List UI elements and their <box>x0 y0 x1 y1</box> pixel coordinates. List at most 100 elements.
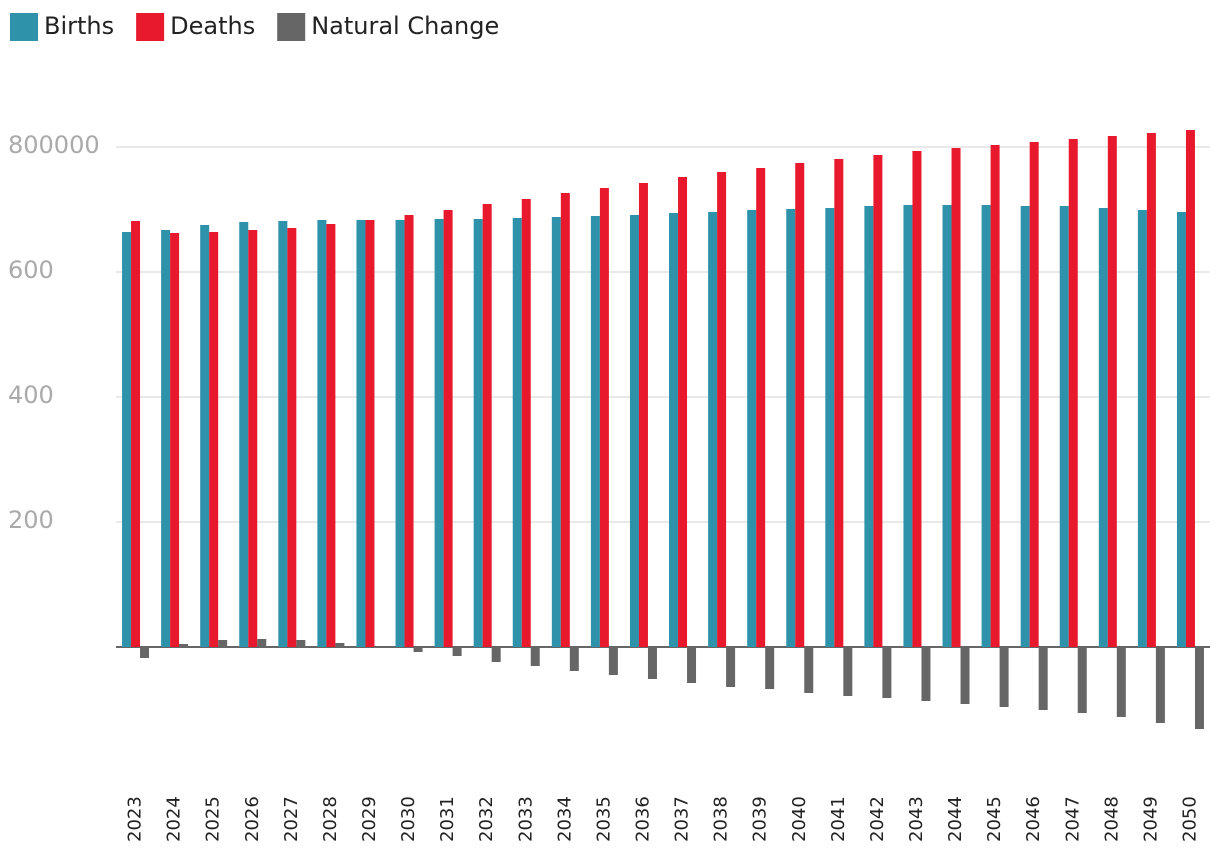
bar <box>365 220 375 647</box>
bar <box>278 221 288 647</box>
bar <box>257 639 267 647</box>
x-tick-label: 2039 <box>750 796 771 842</box>
legend-swatch <box>136 13 165 41</box>
y-tick-label: 600 <box>8 256 54 284</box>
x-tick-label: 2038 <box>711 796 732 842</box>
legend-swatch <box>277 13 306 41</box>
x-tick-label: 2026 <box>242 796 263 842</box>
bar <box>678 177 688 647</box>
bar <box>170 233 180 647</box>
x-tick-label: 2044 <box>945 796 966 842</box>
x-tick-label: 2050 <box>1179 796 1200 842</box>
bar <box>873 155 883 647</box>
bar <box>413 647 423 652</box>
bar <box>434 219 444 647</box>
bar <box>942 205 952 647</box>
y-tick-label: 200 <box>8 506 54 534</box>
legend-label: Deaths <box>170 12 255 40</box>
x-tick-label: 2032 <box>476 796 497 842</box>
x-tick-label: 2042 <box>867 796 888 842</box>
bar <box>1038 647 1048 710</box>
bar <box>747 210 757 647</box>
bar <box>647 647 657 679</box>
bar <box>317 220 327 647</box>
bar <box>608 647 618 675</box>
bar <box>473 219 483 647</box>
bar <box>1137 210 1147 647</box>
bar <box>599 188 609 647</box>
bar <box>218 640 228 647</box>
bar <box>1068 139 1078 647</box>
bar <box>179 644 189 647</box>
bar <box>804 647 814 693</box>
x-tick-label: 2048 <box>1101 796 1122 842</box>
bar <box>296 640 306 647</box>
x-tick-label: 2041 <box>828 796 849 842</box>
bar <box>1116 647 1126 717</box>
x-tick-label: 2031 <box>437 796 458 842</box>
x-tick-label: 2047 <box>1062 796 1083 842</box>
bar <box>512 218 522 647</box>
bar <box>200 225 210 647</box>
x-tick-label: 2034 <box>554 796 575 842</box>
bar <box>825 208 835 647</box>
bar <box>765 647 775 689</box>
x-tick-label: 2033 <box>515 796 536 842</box>
bar <box>560 193 570 647</box>
bar <box>404 215 414 647</box>
bar <box>990 145 1000 647</box>
bar <box>521 199 531 647</box>
bar <box>756 168 766 647</box>
x-tick-label: 2027 <box>281 796 302 842</box>
bar <box>903 205 913 647</box>
bar <box>551 217 561 647</box>
bar <box>1098 208 1108 647</box>
bar <box>834 159 844 647</box>
bar <box>1155 647 1165 723</box>
bar <box>326 224 336 647</box>
x-tick-label: 2046 <box>1023 796 1044 842</box>
bar <box>638 183 648 647</box>
x-tick-label: 2036 <box>632 796 653 842</box>
bar <box>122 232 132 647</box>
bar <box>882 647 892 698</box>
bar <box>1029 142 1039 647</box>
bar <box>629 215 639 647</box>
bar <box>981 205 991 647</box>
bar <box>335 643 345 647</box>
bar <box>726 647 736 687</box>
legend-swatch <box>10 13 38 41</box>
bar <box>131 221 141 647</box>
bar <box>1077 647 1087 713</box>
x-tick-label: 2030 <box>398 796 419 842</box>
x-tick-label: 2028 <box>320 796 341 842</box>
bar <box>1194 647 1204 729</box>
bar <box>843 647 853 696</box>
bar <box>1176 212 1186 647</box>
bar <box>443 210 453 647</box>
bar <box>912 151 922 647</box>
x-tick-label: 2025 <box>203 796 224 842</box>
bar <box>140 647 150 658</box>
bar <box>287 228 297 647</box>
bar <box>491 647 501 662</box>
bar <box>395 220 405 647</box>
bar <box>239 222 249 647</box>
bar <box>999 647 1009 707</box>
bar <box>590 216 600 647</box>
x-tick-label: 2049 <box>1140 796 1161 842</box>
x-tick-label: 2040 <box>789 796 810 842</box>
bar <box>687 647 697 683</box>
x-tick-label: 2037 <box>672 796 693 842</box>
x-tick-label: 2023 <box>125 796 146 842</box>
bar <box>921 647 931 701</box>
bar <box>482 204 492 647</box>
x-tick-label: 2035 <box>593 796 614 842</box>
bar <box>161 230 171 647</box>
bar <box>569 647 579 671</box>
bar <box>951 148 961 647</box>
bar <box>1107 136 1117 647</box>
bar <box>248 230 258 647</box>
